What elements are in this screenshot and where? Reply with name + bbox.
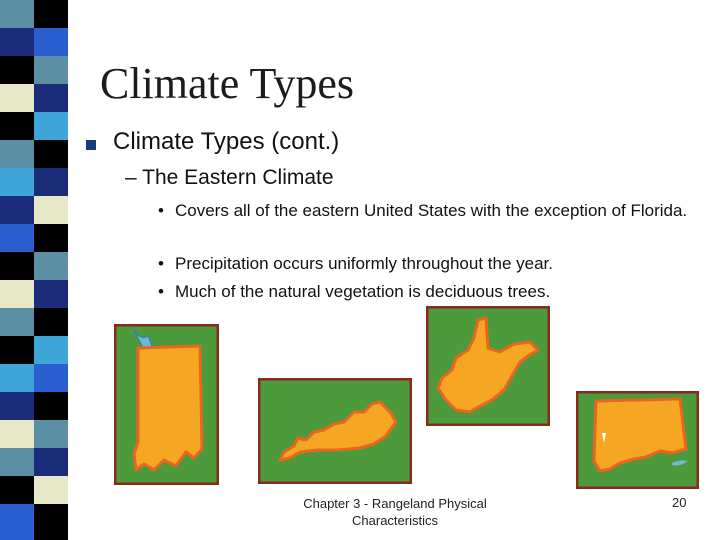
west-virginia-map-icon <box>426 306 550 426</box>
page-number: 20 <box>672 495 687 510</box>
connecticut-map-icon <box>576 391 699 489</box>
square-bullet-icon <box>86 140 96 150</box>
point-text: Much of the natural vegetation is decidu… <box>175 282 551 301</box>
kentucky-map-icon <box>258 378 412 484</box>
point-marker: • <box>158 282 164 301</box>
decorative-stripe-bar <box>0 0 68 540</box>
indiana-map-icon <box>114 324 219 485</box>
point-text: Covers all of the eastern United States … <box>175 201 688 220</box>
slide-footer: Chapter 3 - Rangeland Physical Character… <box>303 496 487 528</box>
subbullet-text: – The Eastern Climate <box>125 166 334 189</box>
point-marker: • <box>158 201 164 220</box>
point-text: Precipitation occurs uniformly throughou… <box>175 254 553 273</box>
bullet-text: Climate Types (cont.) <box>113 128 340 155</box>
slide-title: Climate Types <box>100 59 354 108</box>
point-marker: • <box>158 254 164 273</box>
